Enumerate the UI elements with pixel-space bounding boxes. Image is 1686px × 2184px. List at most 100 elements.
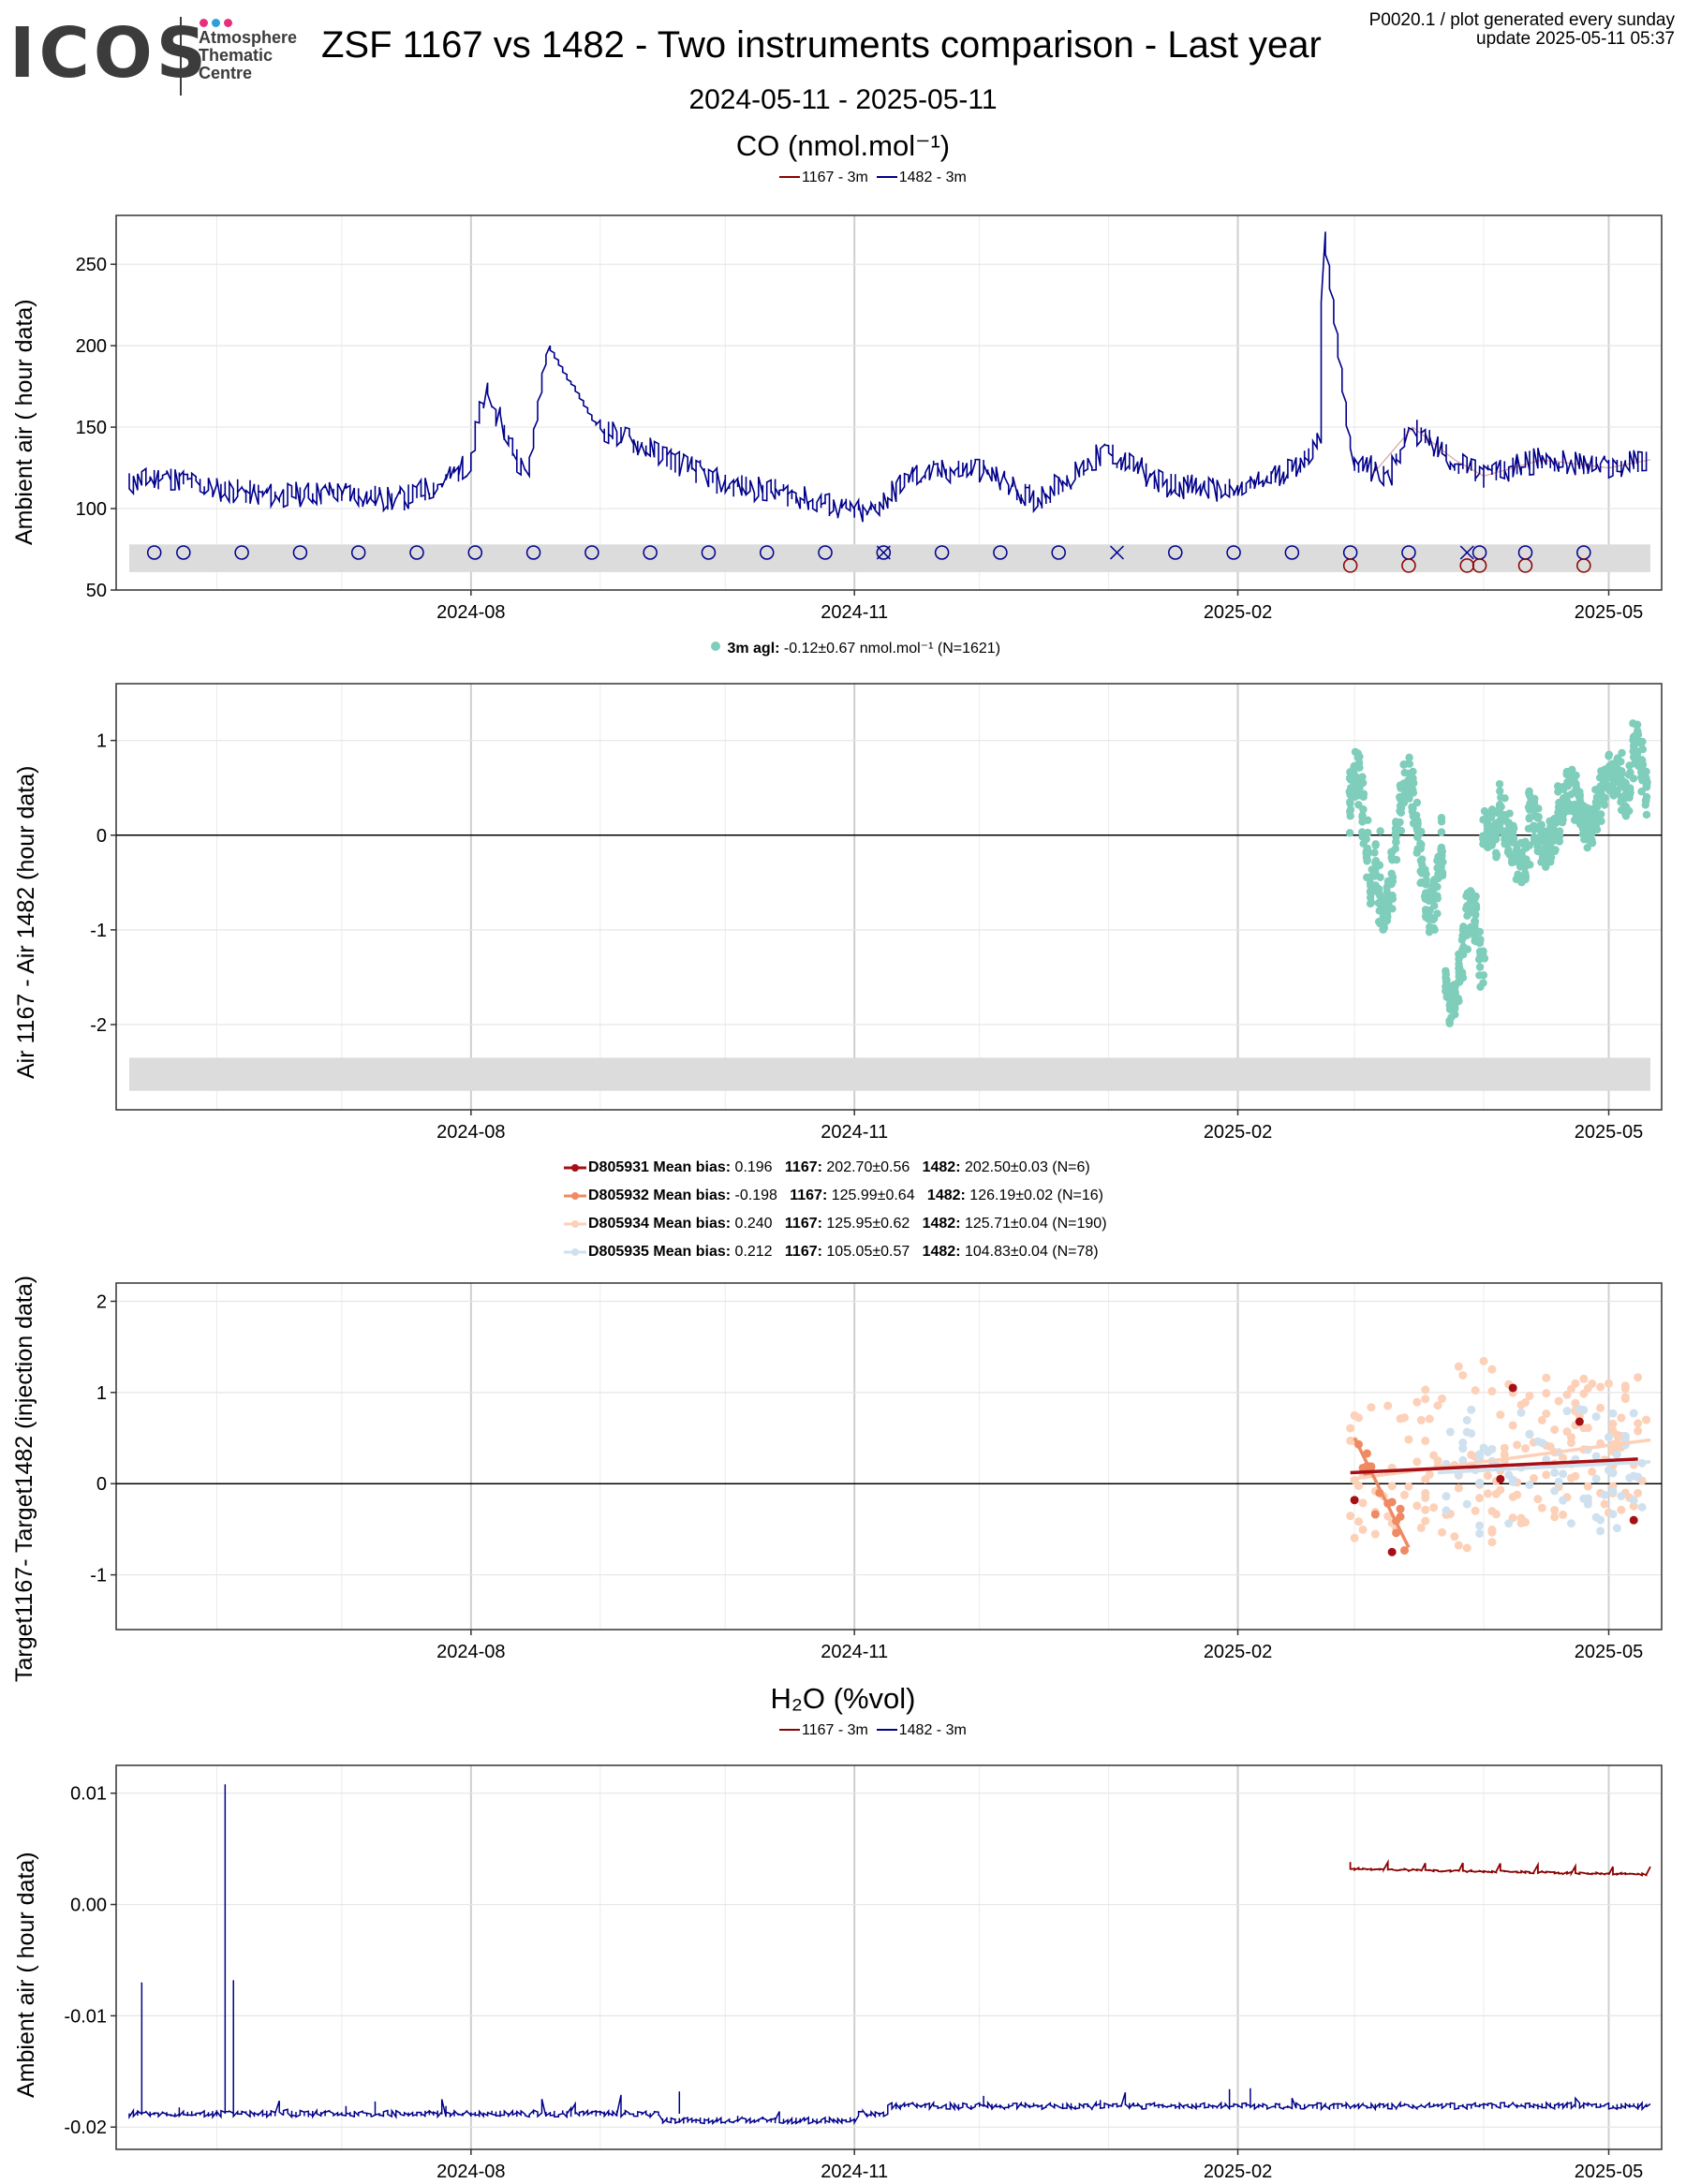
legend-1167-value: 105.05±0.57: [821, 1244, 910, 1260]
y-tick-label: 100: [76, 499, 107, 520]
target-point-D805934: [1421, 1475, 1430, 1484]
calib-marker-1482: [1284, 545, 1300, 560]
target-point-D805934: [1354, 1481, 1364, 1490]
calib-marker-1482: [701, 545, 717, 560]
calib-marker-1482: [934, 545, 950, 560]
target-point-D805932: [1392, 1528, 1401, 1538]
calib-marker-1482: [292, 545, 308, 560]
target-point-D805935: [1625, 1473, 1634, 1483]
target-point-D805935: [1575, 1405, 1584, 1414]
diff-point: [1617, 758, 1625, 766]
target-point-D805935: [1442, 1492, 1451, 1501]
target-point-D805934: [1550, 1513, 1560, 1522]
y-tick-label: 150: [76, 418, 107, 438]
x-tick-label: 2024-08: [436, 1642, 505, 1662]
diff-point: [1551, 846, 1560, 854]
diff-point: [1466, 905, 1474, 913]
target-point-D805935: [1608, 1409, 1618, 1418]
target-chart: 2024-08 2024-11 2025-02 2025-05 -1 0 1 2: [90, 1282, 1663, 1662]
diff-point: [1413, 833, 1422, 842]
diff-point: [1526, 861, 1534, 869]
diff-point: [1412, 798, 1422, 807]
target-point-D805935: [1458, 1444, 1468, 1454]
diff-point: [1409, 789, 1418, 797]
target-point-D805935: [1550, 1486, 1560, 1496]
diff-point: [1376, 827, 1384, 835]
legend-1167-label: 1167:: [776, 1188, 828, 1203]
legend-1482-label: 1482:: [910, 1244, 961, 1260]
diff-point: [1355, 752, 1364, 761]
calib-marker-1482: [525, 545, 541, 560]
target-point-D805934: [1583, 1424, 1592, 1433]
target-point-D805935: [1583, 1494, 1592, 1503]
diff-point: [1454, 994, 1462, 1003]
diff-point: [1472, 901, 1481, 910]
diff-point: [1605, 750, 1614, 759]
diff-point: [1345, 829, 1354, 837]
y-tick-label: -0.02: [64, 2118, 107, 2138]
target-point-D805934: [1579, 1374, 1589, 1383]
series-1167-line: [1370, 426, 1651, 477]
target-point-D805935: [1550, 1468, 1560, 1478]
target-point-D805935: [1537, 1439, 1546, 1448]
diff-point: [1367, 898, 1376, 908]
diff-point: [1346, 798, 1354, 806]
diff-point: [1409, 767, 1417, 776]
diff-point: [1375, 861, 1384, 870]
target-point-D805934: [1487, 1507, 1497, 1516]
target-point-D805934: [1617, 1413, 1626, 1423]
target-point-D805934: [1412, 1457, 1422, 1467]
target-legend: D805931 Mean bias: 0.196 1167: 202.70±0.…: [564, 1154, 1107, 1266]
diff-point: [1358, 778, 1368, 788]
target-point-D805935: [1617, 1491, 1626, 1500]
target-point-D805935: [1562, 1407, 1572, 1416]
diff-point: [1476, 936, 1485, 944]
target-point-D805934: [1421, 1395, 1430, 1404]
target-point-D805934: [1537, 1503, 1546, 1513]
diff-point: [1618, 767, 1626, 775]
target-point-D805934: [1421, 1436, 1430, 1445]
legend-1167: 1167 - 3m: [802, 170, 868, 185]
calib-marker-1482: [350, 545, 366, 560]
diff-point: [1362, 834, 1370, 844]
x-tick-label: 2025-05: [1575, 602, 1643, 623]
diff-point: [1371, 841, 1380, 849]
diff-point: [1492, 853, 1501, 862]
y-tick-label: 0.00: [70, 1896, 107, 1916]
target-point-D805935: [1612, 1524, 1621, 1533]
diff-point: [1413, 819, 1422, 828]
target-point-D805935: [1605, 1466, 1614, 1475]
x-tick-label: 2024-11: [821, 602, 888, 623]
x-tick-label: 2025-02: [1204, 602, 1272, 623]
calib-x-marker: [1459, 545, 1474, 560]
target-point-D805932: [1370, 1510, 1380, 1519]
diff-point: [1525, 841, 1534, 849]
diff-point: [1346, 812, 1354, 820]
x-tick-label: 2025-02: [1204, 1122, 1272, 1143]
diff-point: [1383, 909, 1392, 918]
target-point-D805935: [1475, 1528, 1485, 1538]
diff-point: [1388, 892, 1397, 900]
target-point-D805935: [1596, 1527, 1605, 1536]
target-point-D805934: [1399, 1490, 1409, 1499]
diff-point: [1358, 773, 1367, 781]
calib-marker-1482: [993, 545, 1008, 560]
calib-marker-1167: [1517, 558, 1533, 573]
target-point-D805934: [1429, 1451, 1439, 1460]
diff-point: [1572, 771, 1580, 780]
x-tick-label: 2025-05: [1575, 2162, 1643, 2182]
target-point-D805934: [1487, 1538, 1497, 1547]
target-point-D805934: [1412, 1501, 1422, 1511]
diff-point: [1638, 757, 1647, 765]
target-point-D805935: [1605, 1433, 1614, 1442]
diff-point: [1624, 788, 1634, 797]
diff-point: [1409, 778, 1418, 787]
target-point-D805935: [1525, 1480, 1534, 1489]
target-point-D805932: [1399, 1545, 1409, 1555]
target-point-D805935: [1458, 1455, 1468, 1465]
target-point-D805935: [1634, 1472, 1643, 1482]
target-point-D805934: [1454, 1541, 1463, 1550]
calib-marker-1482: [759, 545, 775, 560]
target-point-D805935: [1629, 1409, 1638, 1418]
target-point-D805934: [1421, 1505, 1430, 1514]
